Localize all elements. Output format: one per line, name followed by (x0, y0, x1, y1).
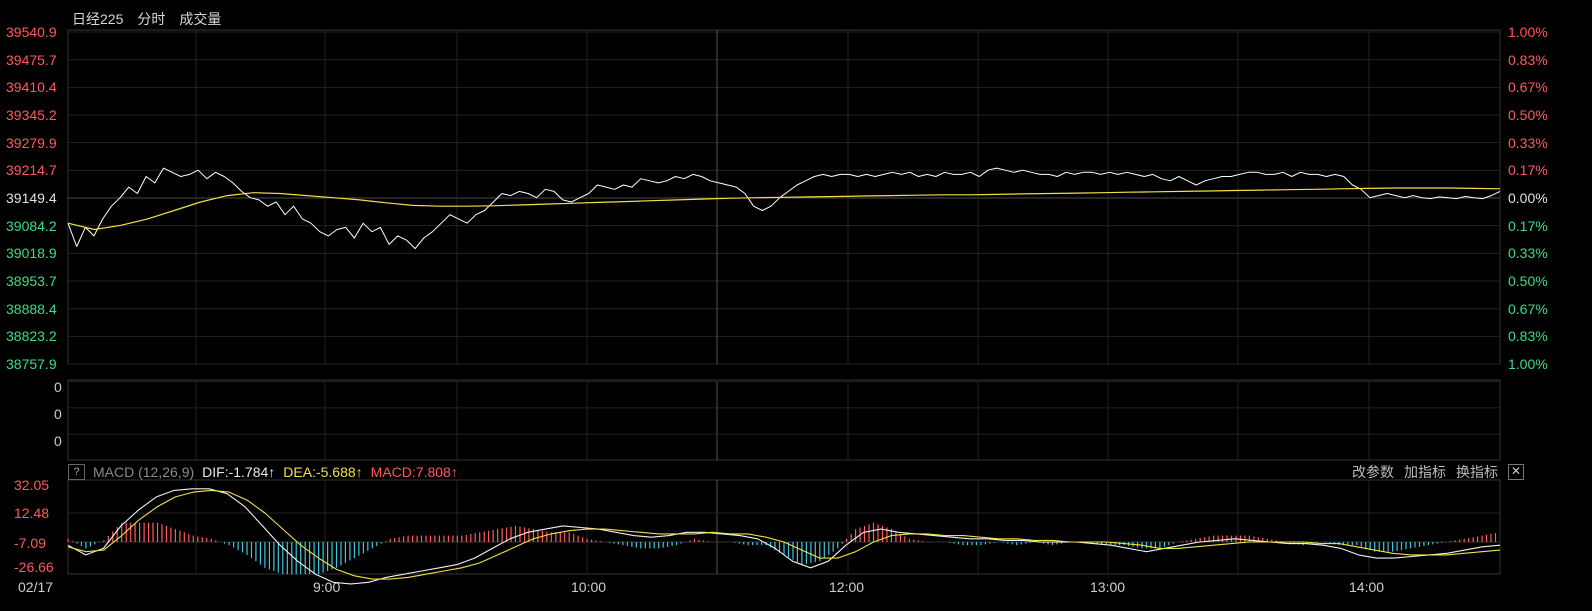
price-tick-label: 39018.9 (6, 245, 57, 262)
close-icon[interactable]: ✕ (1508, 464, 1524, 480)
macd-indicator-label: MACD (12,26,9) (93, 464, 195, 480)
percent-tick-label: 0.67% (1508, 300, 1548, 317)
price-tick-label: 39540.9 (6, 24, 57, 40)
price-tick-label: 39149.4 (6, 190, 57, 206)
price-tick-label: 39214.7 (6, 162, 57, 179)
edit-params-button[interactable]: 改参数 (1352, 464, 1394, 480)
dif-line (67, 488, 1501, 585)
macd-panel (67, 479, 1501, 575)
price-tick-label: 39475.7 (6, 51, 57, 68)
macd-tick-label: 32.05 (14, 477, 50, 493)
dif-value: DIF:-1.784↑ (202, 464, 276, 480)
price-tick-label: 38757.9 (6, 356, 57, 372)
time-tick-label: 12:00 (829, 579, 865, 595)
percent-tick-label: 0.67% (1508, 79, 1548, 96)
percent-tick-label: 0.17% (1508, 162, 1548, 179)
dea-value: DEA:-5.688↑ (283, 464, 363, 480)
volume-panel (67, 379, 1501, 461)
index-name[interactable]: 日经225 (72, 11, 124, 27)
time-tick-label: 9:00 (313, 579, 341, 595)
macd-value: MACD:7.808↑ (370, 464, 458, 480)
time-tick-label: 10:00 (571, 579, 607, 595)
macd-tick-label: 12.48 (14, 505, 50, 521)
percent-tick-label: 0.83% (1508, 51, 1548, 68)
percent-tick-label: 1.00% (1508, 24, 1548, 40)
macd-header: ? MACD (12,26,9) DIF:-1.784↑ DEA:-5.688↑… (68, 463, 458, 481)
help-button[interactable]: ? (68, 464, 85, 480)
percent-tick-label: 0.50% (1508, 273, 1548, 289)
price-tick-label: 38888.4 (6, 300, 57, 317)
chart-header: 日经225 分时 成交量 (72, 9, 221, 27)
add-indicator-button[interactable]: 加指标 (1404, 464, 1446, 480)
percent-tick-label: 0.50% (1508, 107, 1548, 123)
switch-indicator-button[interactable]: 换指标 (1456, 464, 1498, 480)
macd-actions: 改参数 加指标 换指标 ✕ (1352, 463, 1524, 481)
percent-tick-label: 0.83% (1508, 328, 1548, 345)
tab-intraday[interactable]: 分时 (137, 11, 166, 27)
percent-tick-label: 0.33% (1508, 245, 1548, 262)
time-tick-label: 14:00 (1349, 579, 1385, 595)
macd-tick-label: -7.09 (14, 535, 46, 551)
price-tick-label: 39345.2 (6, 107, 57, 123)
volume-tick-label: 0 (54, 379, 62, 395)
time-tick-label: 13:00 (1090, 579, 1126, 595)
price-tick-label: 38823.2 (6, 328, 57, 345)
price-tick-label: 39279.9 (6, 134, 57, 151)
volume-tick-label: 0 (54, 406, 62, 422)
time-tick-label: 02/17 (18, 579, 54, 595)
percent-tick-label: 0.00% (1508, 190, 1548, 206)
percent-tick-label: 1.00% (1508, 356, 1548, 372)
price-tick-label: 39410.4 (6, 79, 57, 96)
volume-tick-label: 0 (54, 433, 62, 449)
price-tick-label: 38953.7 (6, 273, 57, 289)
average-price-line (67, 187, 1501, 231)
price-tick-label: 39084.2 (6, 217, 57, 234)
macd-tick-label: -26.66 (14, 559, 54, 575)
tab-volume[interactable]: 成交量 (179, 11, 222, 27)
dea-line (67, 489, 1501, 580)
percent-tick-label: 0.33% (1508, 134, 1548, 151)
price-line (67, 167, 1501, 250)
percent-tick-label: 0.17% (1508, 217, 1548, 234)
